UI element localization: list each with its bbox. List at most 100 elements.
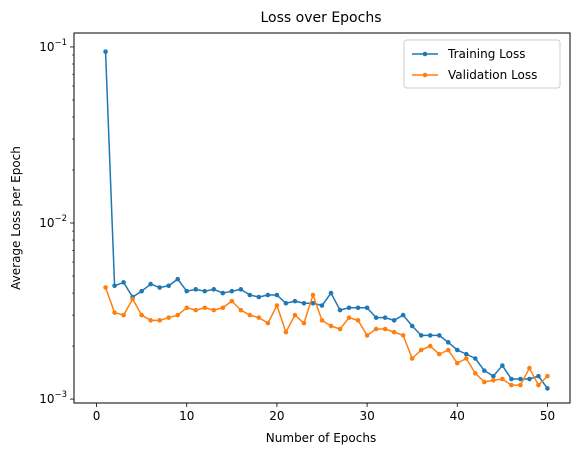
data-point [382,315,388,320]
data-point [328,323,334,329]
data-point [310,300,316,306]
chart-title: Loss over Epochs [261,10,382,26]
data-point [166,315,171,320]
data-point [445,347,451,353]
data-point [238,287,244,292]
data-point [536,382,541,388]
data-point [112,310,117,315]
data-point [211,287,217,292]
data-point [301,300,307,306]
y-tick-label: 10−1 [39,38,67,54]
data-point [346,305,352,311]
data-point [545,386,550,391]
data-point [256,294,262,300]
x-tick-label: 0 [93,409,101,423]
plot-area [103,49,550,391]
data-point [112,283,117,289]
data-point [391,318,397,323]
data-point [247,292,253,298]
data-point [518,376,523,382]
data-point [202,288,208,294]
data-point [229,298,235,304]
data-point [148,281,153,287]
data-point [139,288,144,294]
x-tick-label: 20 [269,409,284,423]
data-point [454,360,460,366]
data-point [445,340,451,345]
data-point [527,365,532,371]
x-tick-label: 30 [359,409,374,423]
series-line-1 [104,287,548,386]
data-point [436,333,442,338]
data-point [265,320,271,326]
y-tick-label: 10−3 [39,390,67,406]
data-point [482,379,487,385]
x-axis: 0 10 20 30 40 50 [93,403,555,423]
legend-label: Training Loss [447,47,525,61]
data-point [283,300,289,306]
axes-frame [73,32,571,404]
data-point [482,368,487,373]
data-point [157,285,162,290]
data-point [436,351,442,357]
data-point [292,298,298,304]
data-point [427,343,433,349]
data-point [463,351,469,357]
data-point [527,376,532,382]
data-point [265,292,271,298]
data-point [301,320,307,326]
data-point [473,356,478,361]
data-point [319,318,325,323]
data-point [355,318,361,323]
data-point [463,356,469,361]
data-point [139,312,144,318]
data-point [418,333,424,338]
data-point [121,312,126,318]
y-tick-label: 10−2 [39,214,67,230]
y-axis: 10−1 10−2 10−3 [39,38,74,406]
legend-marker [422,51,428,57]
x-tick-label: 50 [540,409,555,423]
data-point [310,292,316,298]
data-point [346,315,352,320]
data-point [373,315,379,320]
data-point [184,288,190,294]
data-point [256,315,262,320]
data-point [418,347,424,353]
data-point [193,307,199,313]
data-point [274,303,280,308]
data-point [148,318,153,323]
data-point [427,333,433,338]
data-point [220,305,226,311]
data-point [292,312,298,318]
data-point [409,323,415,329]
data-point [409,356,415,361]
data-point [500,376,505,382]
x-axis-label: Number of Epochs [266,431,376,445]
series-line-0 [104,51,549,389]
data-point [130,296,135,302]
data-point [473,371,478,376]
legend-marker [422,72,428,78]
data-point [184,305,190,311]
data-point [382,326,388,332]
legend-label: Validation Loss [448,68,537,82]
data-point [175,312,181,318]
data-point [202,305,208,311]
data-point [103,49,108,54]
data-point [157,318,162,323]
data-point [509,382,514,388]
data-point [400,333,406,338]
data-point [509,376,514,382]
x-tick-label: 40 [450,409,465,423]
data-point [103,285,108,290]
data-point [355,305,361,311]
data-point [247,312,253,318]
data-point [166,283,171,289]
data-point [229,288,235,294]
data-point [337,307,343,313]
data-point [364,305,370,311]
data-point [193,287,199,292]
data-point [211,307,217,313]
data-point [545,373,550,379]
